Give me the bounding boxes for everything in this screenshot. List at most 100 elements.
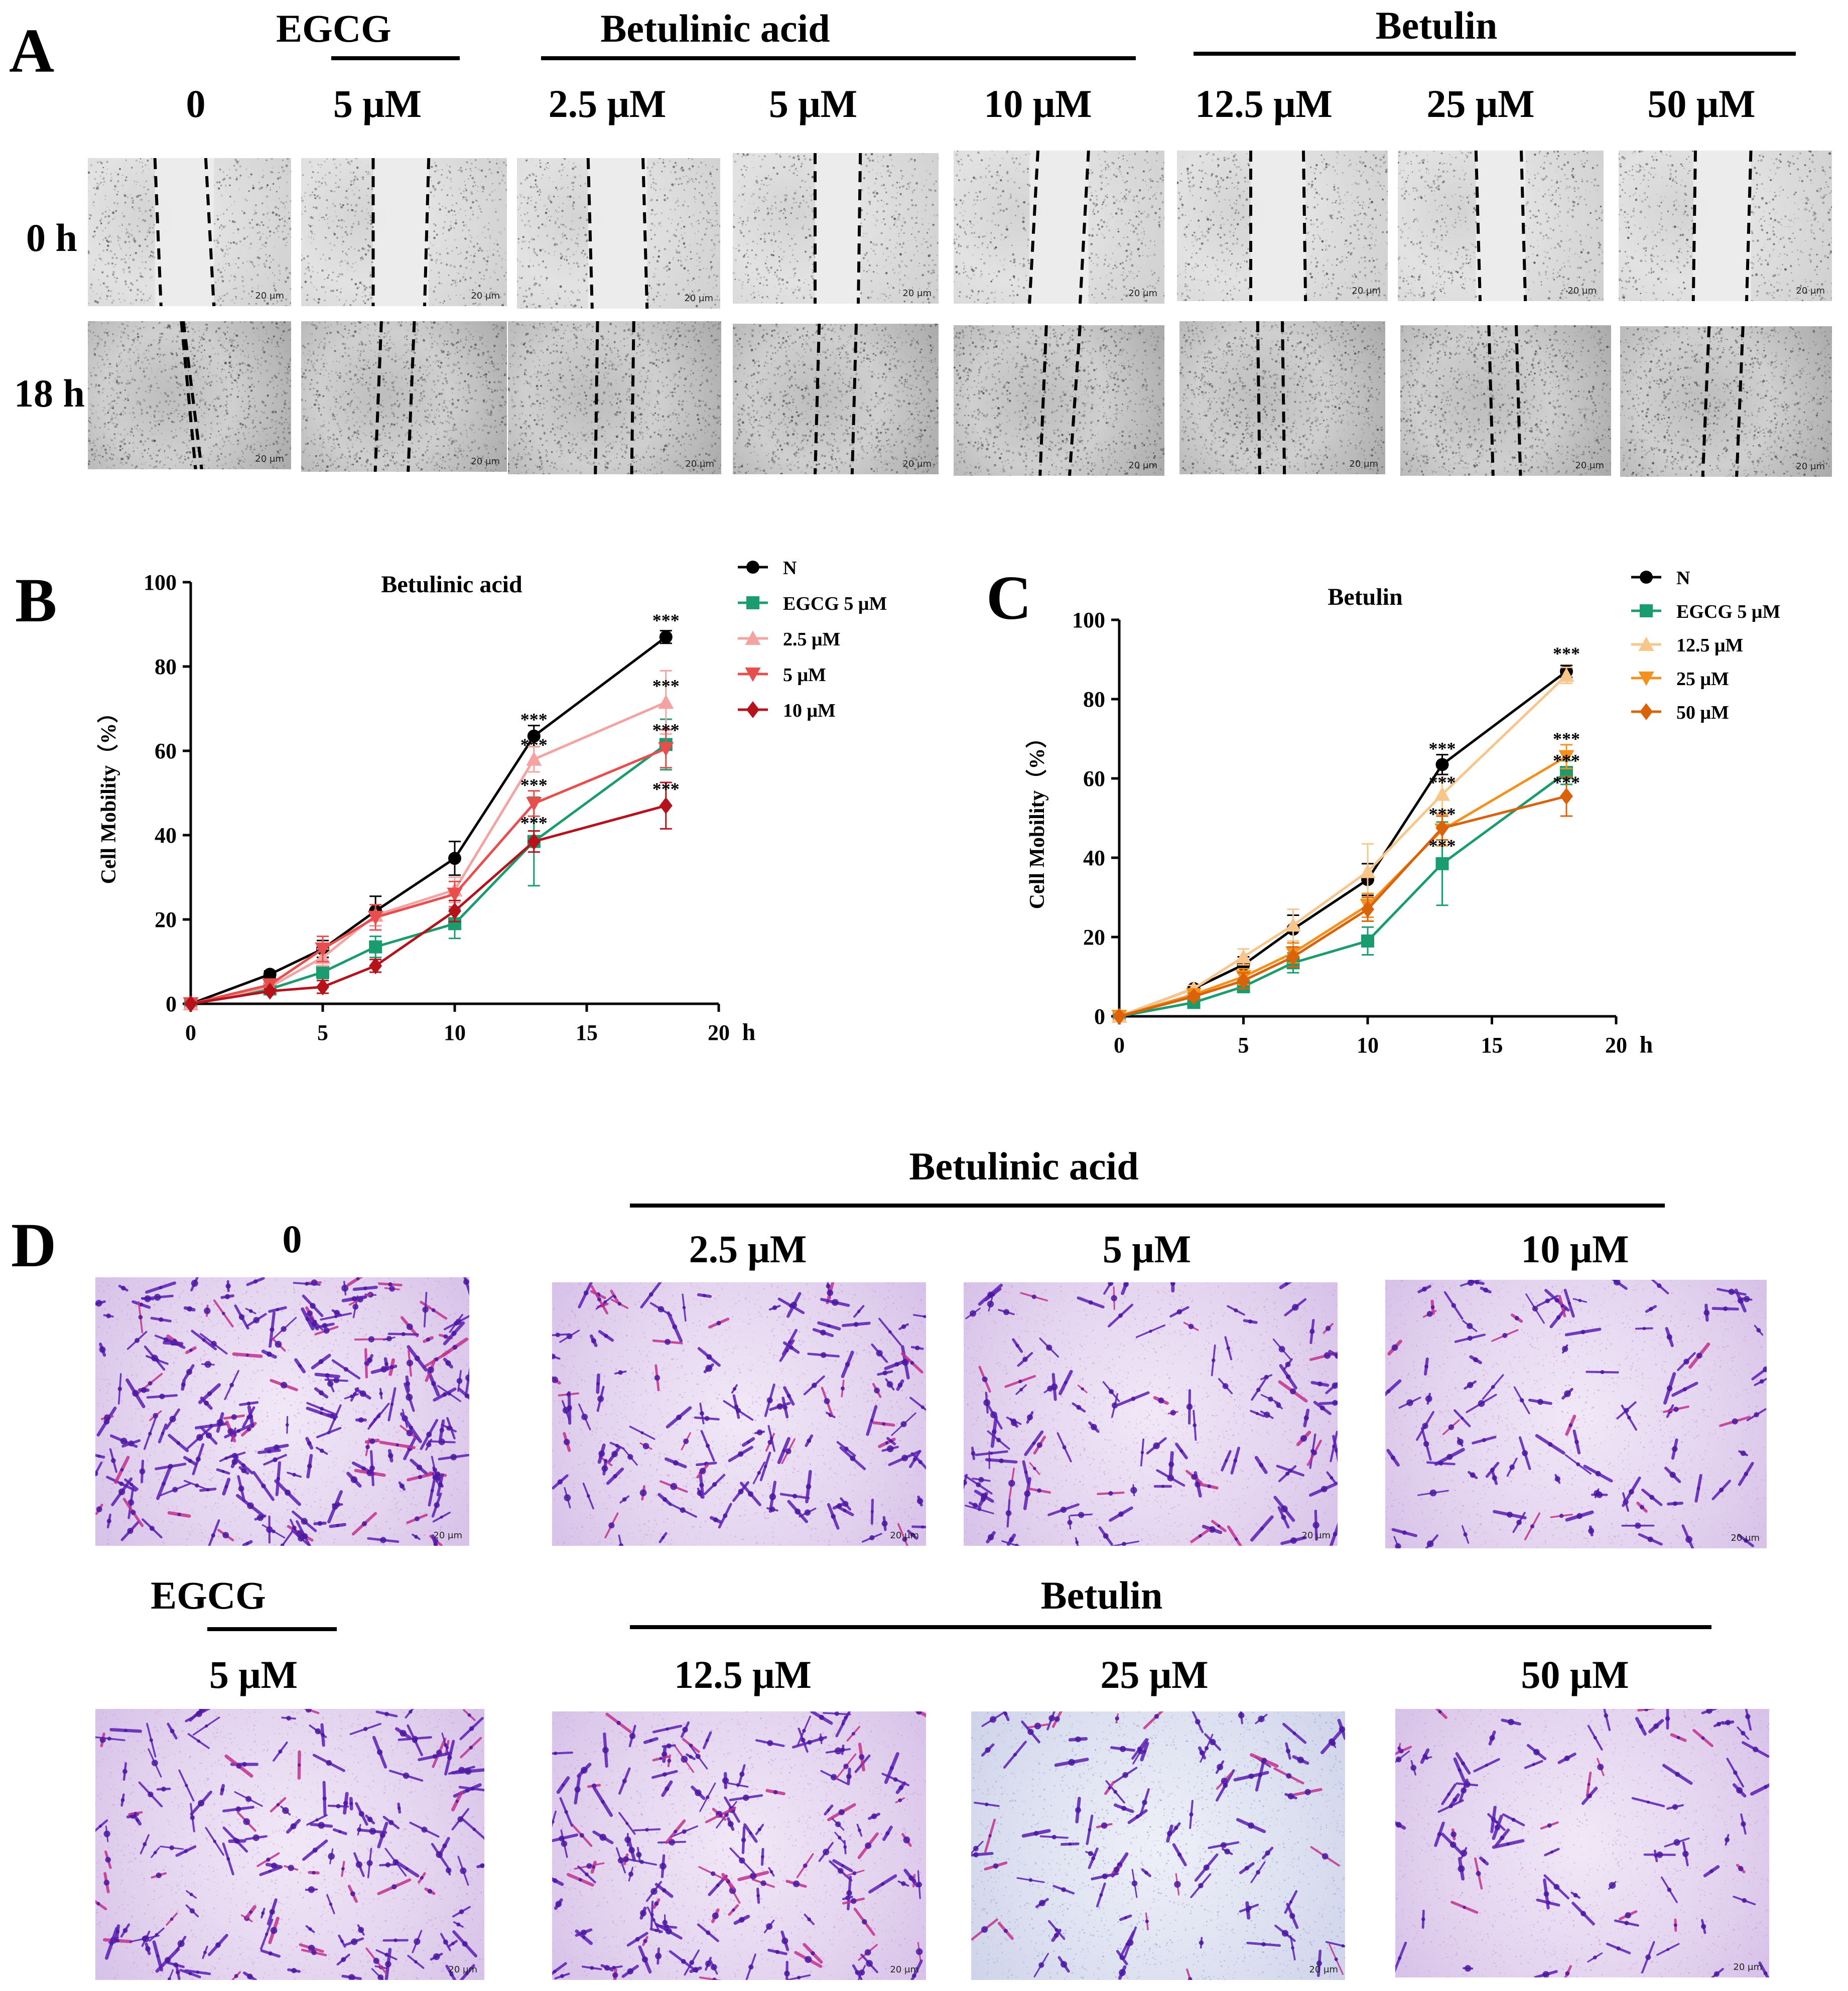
legend-marker-1 (1640, 604, 1653, 617)
scale-bar-label: 20 μm (1575, 460, 1604, 471)
data-point-1 (369, 940, 382, 954)
scratch-image-0h-3: 20 μm (733, 153, 939, 304)
panel-a-condition-ba-10: 10 μM (984, 84, 1092, 123)
x-tick-label: 20 (708, 1020, 730, 1045)
panel-d-top-cond-3: 10 μM (1521, 1230, 1629, 1269)
legend-label-2: 12.5 μM (1676, 635, 1743, 656)
significance-label: *** (520, 813, 548, 833)
panel-a-condition-bt-50: 50 μM (1647, 84, 1755, 123)
data-point-1 (316, 966, 329, 979)
significance-label: *** (520, 710, 548, 730)
chart-title: Betulin (1328, 584, 1402, 610)
panel-letter-c: C (986, 567, 1031, 630)
scale-bar-label: 20 μm (1301, 1530, 1331, 1541)
scratch-image-0h-0: 20 μm (88, 158, 291, 306)
scale-bar-label: 20 μm (1796, 286, 1825, 296)
legend-label-4: 10 μM (783, 700, 836, 721)
data-point-1 (1361, 934, 1374, 948)
legend-marker-3 (745, 668, 761, 682)
transwell-image-6: 20 μm (971, 1711, 1345, 1980)
y-tick-label: 20 (1083, 925, 1105, 950)
transwell-image-3: 20 μm (1385, 1280, 1767, 1548)
y-axis-label: Cell Mobility（%） (97, 702, 120, 884)
data-point-2 (658, 694, 674, 709)
data-point-0 (263, 968, 277, 981)
y-tick-label: 100 (144, 570, 177, 595)
panel-a-rule-betulin (1194, 52, 1796, 56)
scratch-image-18h-6: 20 μm (1400, 325, 1611, 476)
scale-bar-label: 20 μm (890, 1964, 919, 1975)
panel-a-condition-0: 0 (186, 84, 206, 123)
scratch-image-18h-4: 20 μm (954, 325, 1164, 476)
series-line-2 (1119, 674, 1567, 1018)
panel-d-top-cond-0: 0 (283, 1220, 302, 1259)
significance-label: *** (652, 720, 680, 740)
series-line-1 (190, 743, 667, 1005)
transwell-image-4: 20 μm (95, 1709, 484, 1980)
legend-marker-4 (1640, 703, 1653, 720)
chart-betulin: Betulin 0 5 10 15 20 h 0 20 40 60 80 100 Cell Mobilit… (1019, 542, 1832, 1074)
scale-bar-label: 20 μm (1128, 288, 1157, 299)
scratch-image-18h-2: 20 μm (508, 321, 721, 474)
series-line-4 (190, 804, 667, 1005)
scale-bar-label: 20 μm (471, 456, 500, 467)
legend-marker-2 (1638, 636, 1654, 651)
panel-a-condition-ba-2-5: 2.5 μM (549, 84, 667, 123)
chart-betulinic-acid: Betulinic acid 0 5 10 15 20 h 0 20 40 60 80 100 Cell … (90, 542, 934, 1074)
panel-a-group-betulin: Betulin (1376, 6, 1498, 45)
legend-marker-0 (746, 561, 759, 574)
chart-title: Betulinic acid (381, 571, 522, 598)
scratch-image-18h-0: 20 μm (88, 321, 291, 469)
scale-bar-label: 20 μm (1731, 1533, 1760, 1543)
y-tick-label: 40 (1083, 846, 1105, 870)
panel-a-condition-bt-25: 25 μM (1426, 84, 1534, 123)
panel-a-condition-ba-5: 5 μM (769, 84, 857, 123)
significance-label: *** (520, 775, 548, 795)
panel-letter-b: B (15, 570, 57, 632)
x-tick-label: 5 (317, 1020, 328, 1045)
scale-bar-label: 20 μm (1128, 460, 1157, 471)
significance-label: *** (1553, 750, 1580, 770)
panel-d-top-cond-1: 2.5 μM (689, 1230, 807, 1269)
scale-bar-label: 20 μm (255, 291, 284, 301)
y-tick-label: 100 (1072, 608, 1105, 632)
significance-label: *** (1553, 772, 1580, 792)
x-tick-label: 5 (1238, 1033, 1249, 1057)
panel-d-bottom-cond-3: 50 μM (1521, 1655, 1629, 1694)
series-line-1 (1119, 771, 1567, 1018)
series-line-0 (1119, 670, 1567, 1018)
data-point-3 (315, 942, 331, 957)
data-point-2 (1360, 864, 1376, 878)
panel-letter-d: D (11, 1215, 56, 1277)
scale-bar-label: 20 μm (684, 293, 713, 304)
legend-marker-3 (1638, 672, 1654, 686)
transwell-image-7: 20 μm (1395, 1709, 1769, 1977)
series-line-2 (190, 701, 667, 1005)
panel-a-group-betulinic-acid: Betulinic acid (600, 9, 830, 48)
y-axis-label: Cell Mobility（%） (1025, 727, 1049, 909)
y-tick-label: 20 (155, 907, 177, 932)
panel-d-bottom-rule-betulin (630, 1625, 1711, 1629)
panel-d-bottom-rule-egcg (207, 1627, 337, 1631)
y-tick-label: 60 (1083, 766, 1105, 791)
x-tick-label: 10 (444, 1020, 466, 1045)
scale-bar-label: 20 μm (1309, 1964, 1338, 1975)
data-point-3 (367, 910, 383, 925)
transwell-image-5: 20 μm (552, 1711, 926, 1980)
x-tick-label: 15 (576, 1020, 598, 1045)
data-point-4 (448, 902, 461, 920)
legend-marker-4 (746, 701, 759, 718)
transwell-image-1: 20 μm (552, 1282, 926, 1546)
scratch-image-0h-7: 20 μm (1619, 151, 1832, 301)
data-point-4 (1361, 900, 1374, 918)
legend-label-0: N (783, 558, 797, 579)
panel-d-bottom-cond-1: 12.5 μM (674, 1655, 812, 1694)
legend-label-4: 50 μM (1676, 702, 1729, 723)
legend-label-1: EGCG 5 μM (783, 593, 887, 614)
legend-label-3: 5 μM (783, 665, 826, 686)
legend-marker-1 (746, 596, 759, 609)
x-axis-label: h (742, 1019, 756, 1045)
chart-betulin-svg: Betulin 0 5 10 15 20 h 0 20 40 60 80 100 Cell Mobilit… (1025, 568, 1780, 1058)
panel-d-bottom-cond-2: 25 μM (1100, 1655, 1208, 1694)
panel-letter-a: A (9, 20, 54, 83)
